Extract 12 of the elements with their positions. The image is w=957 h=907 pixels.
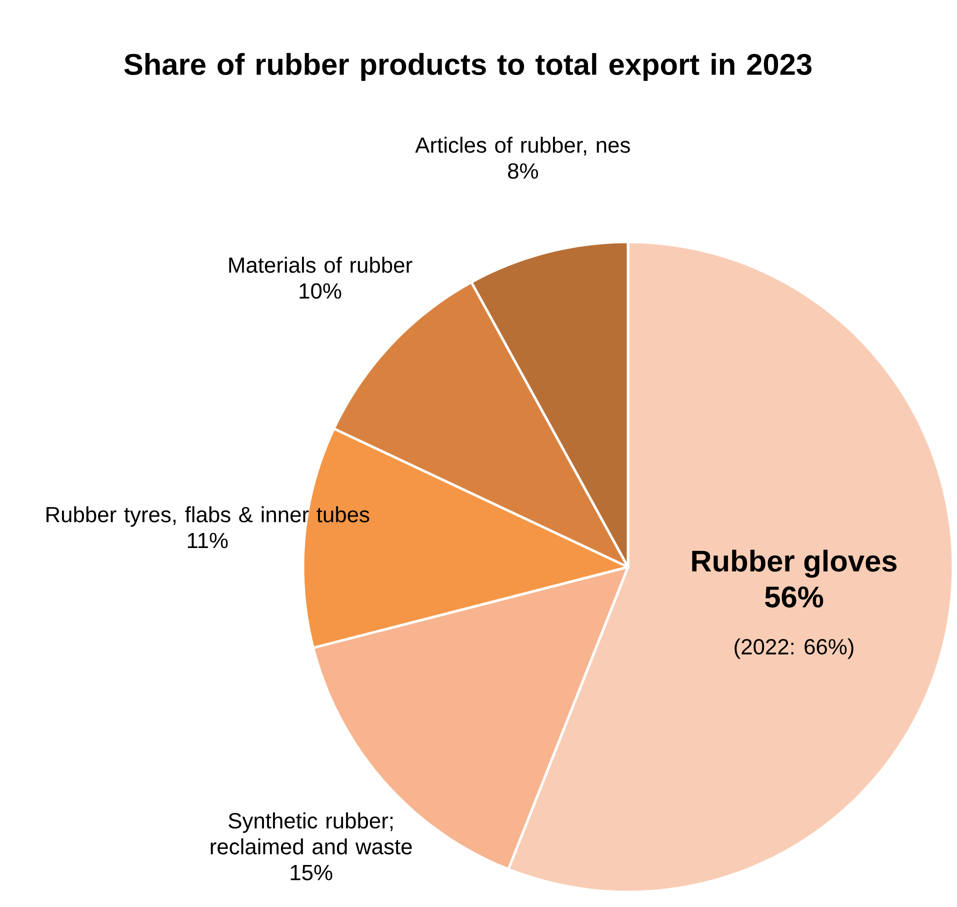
- slice-label: Rubber gloves: [692, 550, 897, 578]
- text: (2022: 66%): [734, 638, 854, 659]
- slice-label: Materials of rubber: [229, 256, 412, 273]
- slice-label: Rubber tyres, flabs & inner tubes: [46, 506, 370, 527]
- data-label: 56%: [765, 586, 824, 608]
- slice-label: Articles of rubber, nes: [415, 136, 630, 156]
- data-label: 10%: [300, 283, 342, 299]
- data-label: 15%: [290, 864, 332, 880]
- data-label: 11%: [188, 532, 228, 548]
- slice-label: Synthetic rubber; reclaimed and waste: [210, 812, 412, 854]
- data-label: 8%: [508, 163, 538, 179]
- chart-title: Share of rubber products to total export in 2023: [124, 53, 812, 81]
